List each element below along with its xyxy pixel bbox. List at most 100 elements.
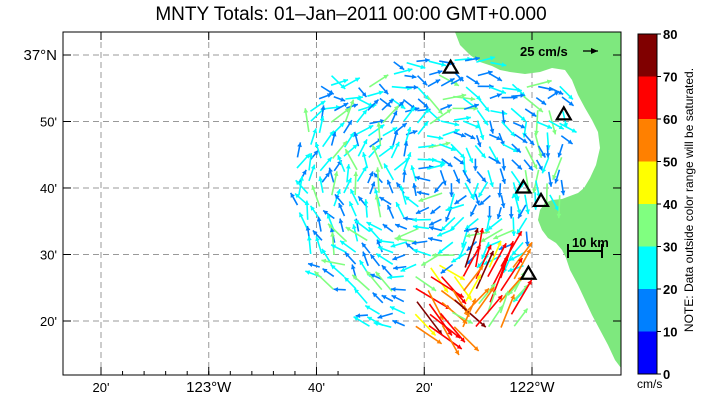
current-vector-head [315, 236, 320, 242]
current-vector-head [362, 109, 367, 115]
current-vector-head [501, 119, 507, 125]
current-vector-head [327, 157, 332, 163]
current-vector-head [529, 140, 535, 146]
y-axis-labels: 37°N 50' 40' 30' 20' [23, 47, 57, 329]
current-vector [475, 244, 492, 279]
current-vector-head [526, 248, 531, 254]
current-vector-head [412, 248, 418, 254]
current-vector-head [520, 124, 526, 129]
current-vector-head [303, 108, 309, 113]
colorbar-tick-label: 80 [663, 27, 677, 42]
current-vector-head [496, 135, 502, 141]
map-title: MNTY Totals: 01–Jan–2011 00:00 GMT+0.000 [155, 4, 547, 25]
current-vector-head [393, 130, 399, 135]
current-vector-head [509, 241, 515, 247]
current-vector-head [438, 135, 444, 141]
radar-station-marker [514, 178, 533, 194]
current-vector-head [520, 93, 525, 98]
current-vector-head [496, 76, 502, 81]
current-vector-head [441, 180, 447, 186]
current-vector-head [311, 185, 316, 191]
current-vector-head [319, 116, 325, 121]
scale-bar: 10 km [567, 235, 609, 258]
current-vector-head [517, 164, 522, 170]
current-vector-head [395, 202, 401, 208]
current-vector-head [476, 244, 481, 250]
current-vector-head [299, 176, 304, 181]
current-vector-head [459, 275, 465, 280]
current-vector-head [489, 250, 494, 256]
current-vector [427, 290, 444, 321]
current-vector-head [373, 188, 379, 194]
current-vector-head [421, 261, 427, 266]
current-vector-head [370, 254, 375, 260]
current-vector-head [297, 142, 302, 148]
current-vector [513, 248, 532, 280]
colorbar-segment [638, 34, 657, 77]
current-vector-head [460, 132, 466, 138]
current-vector-head [449, 78, 455, 83]
current-vector-head [359, 260, 364, 266]
current-vector [474, 286, 495, 315]
current-vector-head [387, 204, 392, 210]
current-vector-head [350, 189, 355, 195]
current-vector-head [454, 350, 459, 356]
current-vector-head [373, 321, 379, 327]
current-vector-head [422, 80, 428, 86]
current-vector-head [386, 179, 392, 185]
colorbar-segment [638, 76, 657, 119]
current-vector-head [407, 67, 413, 73]
current-vector-head [470, 134, 476, 139]
current-vector-head [528, 165, 533, 171]
current-vector-head [400, 104, 406, 109]
current-vector-head [378, 90, 384, 96]
current-vector-head [347, 120, 352, 126]
current-vector [439, 264, 466, 281]
current-vector-head [308, 153, 314, 158]
x-tick-label: 122°W [509, 379, 555, 396]
current-vector-head [316, 216, 322, 222]
current-vector-head [518, 213, 523, 219]
current-vector-head [429, 221, 435, 226]
current-vector-head [464, 227, 469, 233]
current-vector-head [295, 180, 301, 186]
current-vector-head [454, 121, 460, 127]
current-vector-head [491, 290, 497, 296]
current-vector-head [554, 178, 559, 184]
current-vector-head [349, 132, 354, 138]
current-vector-head [532, 188, 537, 194]
current-vector-head [445, 141, 451, 147]
current-vector-head [373, 172, 379, 178]
current-vector [463, 287, 490, 315]
current-vector-head [479, 227, 485, 233]
current-vector-head [455, 333, 461, 339]
current-vector-head [413, 84, 419, 90]
current-vector-head [392, 320, 398, 325]
current-vector-head [461, 298, 466, 304]
current-vector-head [330, 232, 336, 237]
current-vector-head [375, 144, 381, 150]
current-vector-head [365, 305, 371, 310]
current-vector-head [446, 104, 452, 109]
current-vector-head [538, 107, 543, 113]
current-vector-head [391, 295, 397, 300]
current-vector-head [556, 213, 562, 219]
current-vector-head [352, 274, 358, 280]
current-vector-head [349, 99, 355, 105]
current-vector-head [328, 167, 333, 173]
current-vector-head [423, 103, 429, 108]
colorbar-tick-label: 50 [663, 155, 677, 170]
current-vector-head [557, 152, 563, 158]
current-vector-head [503, 256, 508, 262]
current-vector-head [484, 106, 490, 112]
current-vector-head [480, 237, 486, 242]
current-vector-head [454, 128, 460, 134]
current-vector-head [461, 93, 467, 99]
current-vector-head [370, 181, 376, 187]
current-vector-head [349, 201, 354, 207]
current-vector [463, 265, 484, 292]
current-vector-head [558, 124, 564, 130]
current-vector-head [524, 241, 530, 247]
current-vector-head [489, 287, 495, 293]
current-vector-head [458, 77, 464, 82]
